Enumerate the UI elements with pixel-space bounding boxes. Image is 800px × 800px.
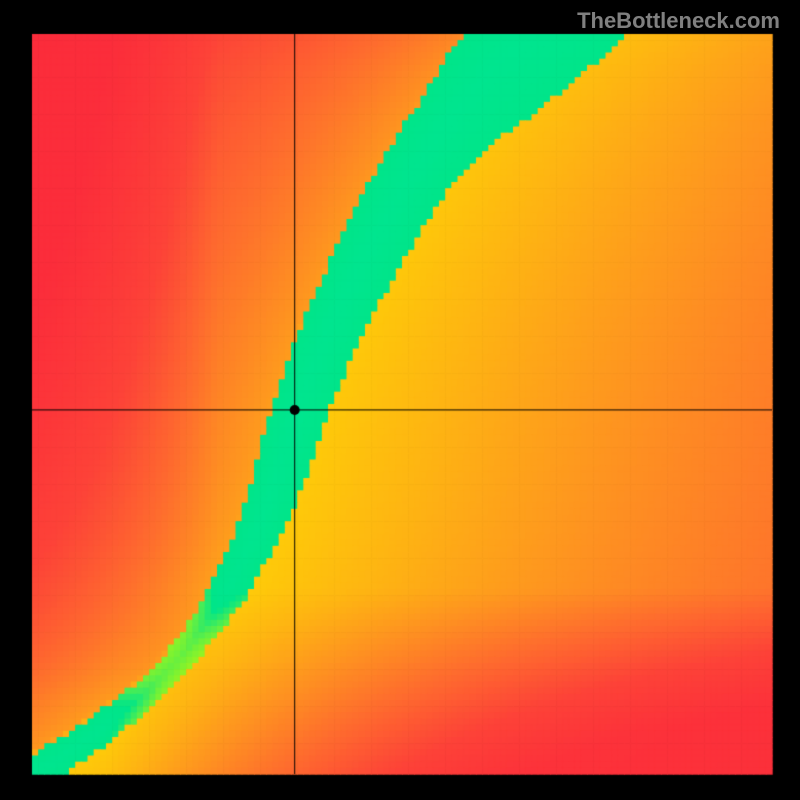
attribution-text: TheBottleneck.com	[577, 8, 780, 34]
chart-container: TheBottleneck.com	[0, 0, 800, 800]
heatmap-canvas	[0, 0, 800, 800]
